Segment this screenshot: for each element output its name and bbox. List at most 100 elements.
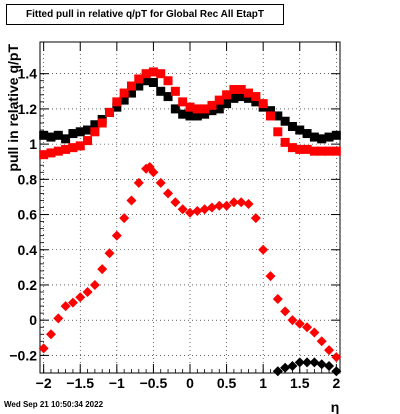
data-point (192, 206, 203, 217)
data-point (192, 104, 202, 114)
data-point (236, 92, 246, 102)
data-point (214, 104, 224, 114)
x-tick-label: −1 (109, 375, 125, 391)
data-point (295, 144, 305, 154)
data-point (104, 248, 115, 259)
data-point (272, 366, 283, 377)
data-point (309, 146, 319, 156)
series-2 (39, 67, 341, 160)
data-point (38, 343, 49, 354)
data-point (280, 116, 290, 126)
data-point (302, 322, 313, 333)
data-point (200, 104, 210, 114)
data-point (126, 195, 137, 206)
y-tick-label: −0.2 (9, 347, 37, 363)
data-point (185, 207, 195, 218)
plot-frame (39, 41, 341, 374)
data-point (251, 92, 261, 102)
data-point (90, 127, 100, 137)
data-point (250, 213, 261, 224)
data-point (61, 144, 71, 154)
data-point (228, 197, 239, 208)
data-point (39, 150, 49, 160)
data-point (46, 132, 56, 142)
data-point (75, 127, 85, 137)
data-point (273, 127, 283, 137)
data-point (68, 143, 78, 153)
y-tick-label: 0.4 (18, 242, 38, 258)
data-point (53, 146, 63, 156)
data-point (82, 287, 93, 298)
data-point (309, 327, 320, 338)
data-point (89, 279, 100, 290)
data-point (163, 188, 174, 199)
data-point (221, 200, 232, 211)
data-point (61, 134, 71, 144)
x-tick-label: 0.5 (217, 375, 237, 391)
data-point (170, 104, 180, 114)
data-point (243, 198, 254, 209)
data-point (265, 271, 276, 282)
data-point (287, 315, 298, 326)
data-point (324, 345, 335, 356)
data-point (97, 118, 107, 128)
data-point (331, 366, 342, 377)
y-tick-label: 0.8 (18, 171, 38, 187)
data-point (287, 143, 297, 153)
data-point (105, 107, 115, 117)
data-point (45, 329, 56, 340)
y-tick-label: 0 (29, 312, 37, 328)
data-point (214, 95, 224, 105)
data-point (309, 357, 320, 368)
data-point (163, 92, 173, 102)
y-tick-label: 1 (29, 136, 37, 152)
data-point (170, 197, 181, 208)
data-point (178, 97, 188, 107)
data-point (53, 130, 63, 140)
data-point (324, 132, 334, 142)
data-point (68, 129, 78, 139)
data-point (156, 86, 166, 96)
data-point (236, 197, 247, 208)
data-point (83, 136, 93, 146)
data-point (295, 125, 305, 135)
chart-title: Fitted pull in relative q/pT for Global … (6, 4, 284, 25)
data-point (324, 360, 335, 371)
data-point (112, 97, 122, 107)
data-point (207, 100, 217, 110)
x-axis-label: η (331, 399, 340, 414)
data-point (39, 130, 49, 140)
data-point (265, 106, 275, 116)
data-point (206, 202, 217, 213)
data-point (148, 167, 159, 178)
series-3 (38, 162, 342, 363)
data-point (258, 99, 268, 109)
y-tick-label: 0.6 (18, 207, 38, 223)
x-tick-label: −1.5 (66, 375, 94, 391)
data-series (38, 67, 342, 377)
series-4 (272, 357, 342, 377)
data-point (53, 313, 64, 324)
data-point (316, 336, 327, 347)
data-point (83, 125, 93, 135)
data-point (126, 81, 136, 91)
y-tick-label: 1.4 (18, 66, 38, 82)
data-point (272, 294, 283, 305)
data-point (251, 97, 261, 107)
data-point (156, 69, 166, 79)
x-tick-label: 1 (259, 375, 267, 391)
data-point (112, 102, 122, 112)
data-point (229, 85, 239, 95)
date-stamp: Wed Sep 21 10:50:34 2022 (4, 400, 104, 409)
data-point (60, 301, 71, 312)
data-point (244, 93, 254, 103)
data-point (236, 85, 246, 95)
data-point (134, 81, 144, 91)
data-point (126, 88, 136, 98)
data-point (287, 122, 297, 132)
axis-ticks: −2 −1.5 −1 −0.5 0 0.5 1 1.5 2 −0.2 0 0.2 0.4 0.6 0.8 1 1… (9, 42, 340, 391)
data-point (185, 111, 195, 121)
data-point (134, 74, 144, 84)
data-point (222, 90, 232, 100)
